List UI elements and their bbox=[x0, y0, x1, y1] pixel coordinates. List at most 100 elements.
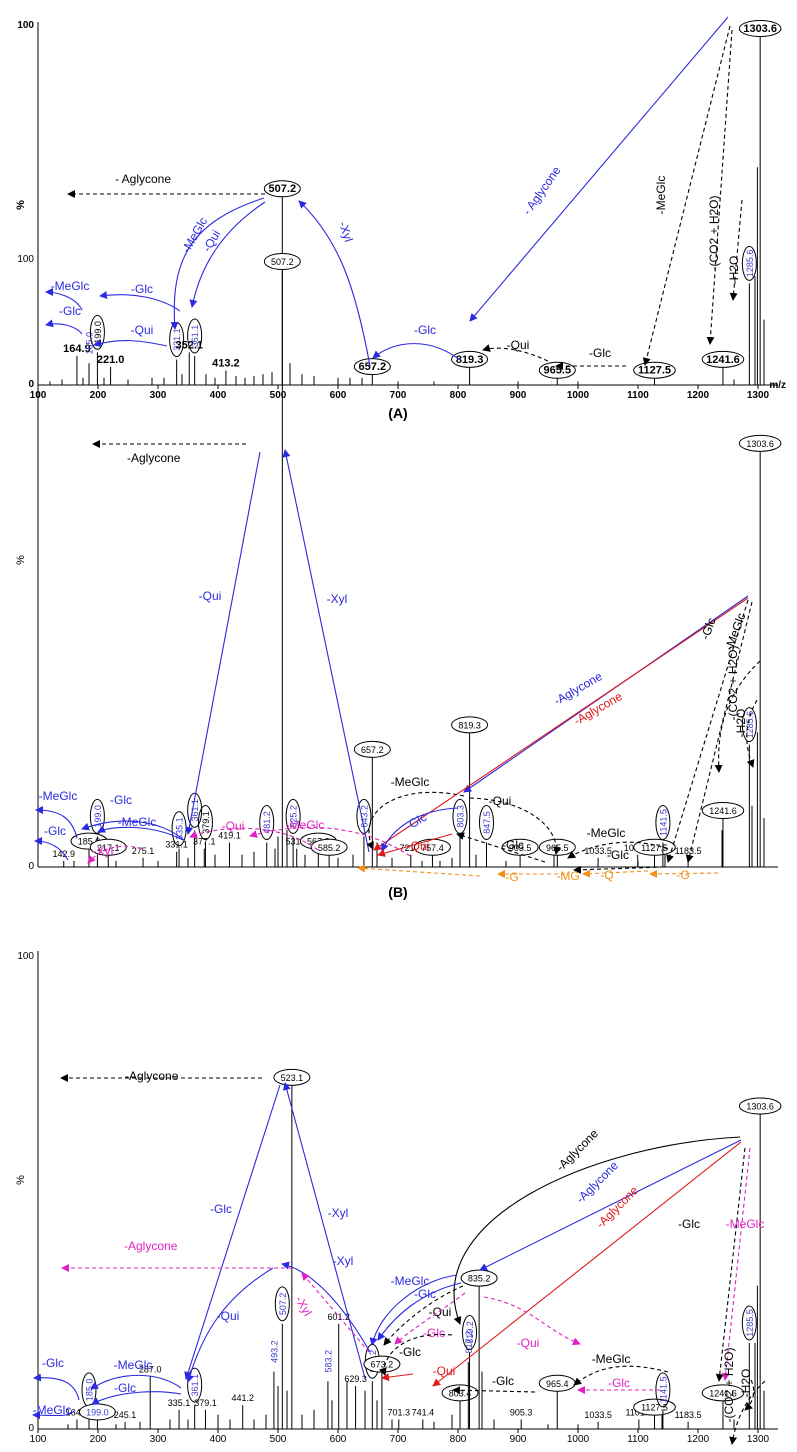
fragment-label: -Qui bbox=[517, 1336, 540, 1350]
peak-label: 199.0 bbox=[86, 1407, 109, 1417]
y-axis-title: % bbox=[15, 555, 27, 565]
fragment-label: -Glc bbox=[492, 1374, 514, 1388]
x-tick-label: 200 bbox=[90, 390, 107, 401]
peak-circle bbox=[741, 245, 757, 281]
y-bottom-label: 0 bbox=[28, 1423, 34, 1434]
peak-label: 493.2 bbox=[269, 1340, 279, 1363]
x-tick-label: 400 bbox=[210, 1434, 227, 1445]
fragment-label: -MeGlc bbox=[39, 789, 78, 803]
peak-label: 199.0 bbox=[93, 805, 103, 828]
fragment-arrow bbox=[32, 1409, 76, 1420]
fragment-arrow bbox=[715, 1147, 746, 1382]
fragment-label: -H2O bbox=[727, 256, 741, 285]
peak-label: 1303.6 bbox=[746, 439, 774, 449]
peak-circle bbox=[310, 838, 348, 856]
peak-label: 1241.6 bbox=[709, 806, 737, 816]
peak-circle bbox=[263, 253, 301, 270]
peak-label: 419.1 bbox=[218, 831, 241, 841]
fragment-arrow bbox=[366, 791, 465, 850]
x-tick-label: 500 bbox=[270, 390, 287, 401]
peak-circle bbox=[187, 792, 203, 828]
peak-circle bbox=[187, 318, 203, 354]
peak-label: 819.2 bbox=[465, 1321, 475, 1344]
fragment-label: -Xyl bbox=[336, 220, 356, 244]
fragment-arrow bbox=[567, 841, 669, 859]
fragment-arrow bbox=[185, 451, 261, 835]
peak-label: 1141.5 bbox=[658, 1376, 668, 1403]
x-tick-label: 1000 bbox=[567, 1434, 590, 1445]
fragment-label: -H2O bbox=[734, 709, 748, 738]
fragment-arrow bbox=[685, 601, 753, 863]
y-top-label: 100 bbox=[17, 254, 34, 265]
peak-label: 965.5 bbox=[544, 365, 572, 377]
peak-circle bbox=[187, 1367, 203, 1403]
peak-circle bbox=[655, 805, 671, 841]
fragment-arrow bbox=[394, 1292, 466, 1345]
peak-label: 657.2 bbox=[361, 745, 384, 755]
fragment-arrow bbox=[381, 807, 459, 852]
fragment-label: -Glc bbox=[210, 1202, 232, 1216]
fragment-arrow bbox=[33, 1373, 80, 1401]
fragment-label: -Xyl bbox=[292, 1294, 314, 1319]
peak-label: 331.1 bbox=[172, 328, 182, 351]
fragment-arrow bbox=[706, 29, 733, 345]
peak-label: 245.1 bbox=[114, 1410, 137, 1420]
fragment-label: -MeGlc bbox=[587, 826, 626, 840]
peak-label: 835.2 bbox=[468, 1274, 491, 1284]
peak-label: 1241.6 bbox=[706, 354, 740, 366]
fragment-arrow bbox=[456, 832, 546, 863]
peak-label: 757.4 bbox=[421, 843, 444, 853]
peak-circle bbox=[479, 805, 494, 841]
peak-label: 905.3 bbox=[510, 1407, 533, 1417]
fragment-label: -MeGlc bbox=[391, 1274, 430, 1288]
fragment-label: -Aglycone bbox=[573, 1158, 621, 1206]
fragment-arrow bbox=[479, 1139, 742, 1271]
peak-circle bbox=[738, 1097, 782, 1115]
peak-label: 817.2 bbox=[464, 1331, 474, 1354]
peak-label: 721.3 bbox=[400, 843, 423, 853]
fragment-label: -Qui bbox=[131, 323, 154, 337]
peak-label: 185.0 bbox=[78, 837, 101, 847]
fragment-label: -Glc bbox=[698, 616, 719, 641]
peak-label: 657.2 bbox=[359, 361, 387, 373]
peak-label: 903.5 bbox=[509, 843, 532, 853]
x-tick-label: 300 bbox=[150, 390, 167, 401]
fragment-label: -Glc bbox=[608, 1376, 630, 1390]
peak-label: 643.2 bbox=[359, 805, 369, 828]
peak-label: 507.2 bbox=[269, 183, 297, 195]
fragment-arrow bbox=[35, 806, 78, 839]
fragment-label: -Q bbox=[600, 868, 613, 882]
fragment-label: -Aglycone bbox=[553, 1126, 601, 1174]
fragment-label: -Qui bbox=[407, 839, 430, 853]
fragment-arrow bbox=[469, 797, 562, 855]
x-tick-label: 700 bbox=[390, 390, 407, 401]
x-axis-title: m/z bbox=[769, 380, 786, 391]
fragment-label: -MeGlc bbox=[286, 818, 325, 832]
fragment-arrow bbox=[81, 820, 185, 841]
fragment-arrow bbox=[729, 1380, 766, 1445]
peak-label: 965.4 bbox=[546, 1379, 569, 1389]
fragment-label: -MG bbox=[556, 869, 579, 883]
peak-label: 185.0 bbox=[85, 1379, 95, 1402]
peak-label: 1127.5 bbox=[638, 365, 671, 377]
fragment-label: -Glc bbox=[414, 323, 436, 337]
fragment-label: -G bbox=[505, 870, 518, 884]
fragment-arrow bbox=[714, 660, 761, 773]
peak-label: 1285.6 bbox=[745, 250, 755, 278]
peak-circle bbox=[701, 802, 745, 820]
peak-label: 701.3 bbox=[388, 1407, 411, 1417]
fragment-arrow bbox=[377, 833, 453, 857]
y-bottom-label: 0 bbox=[28, 379, 34, 390]
fragment-label: -Glc bbox=[44, 824, 66, 838]
peak-label: 601.2 bbox=[327, 1312, 350, 1322]
fragment-arrow bbox=[369, 1274, 458, 1346]
peak-label: 1303.6 bbox=[746, 1102, 774, 1112]
peak-label: 221.0 bbox=[97, 354, 125, 366]
x-tick-label: 600 bbox=[330, 1434, 347, 1445]
peak-circle bbox=[263, 180, 301, 198]
panel-caption: (B) bbox=[388, 884, 407, 900]
peak-circle bbox=[633, 361, 676, 379]
peak-circle bbox=[274, 1286, 290, 1322]
